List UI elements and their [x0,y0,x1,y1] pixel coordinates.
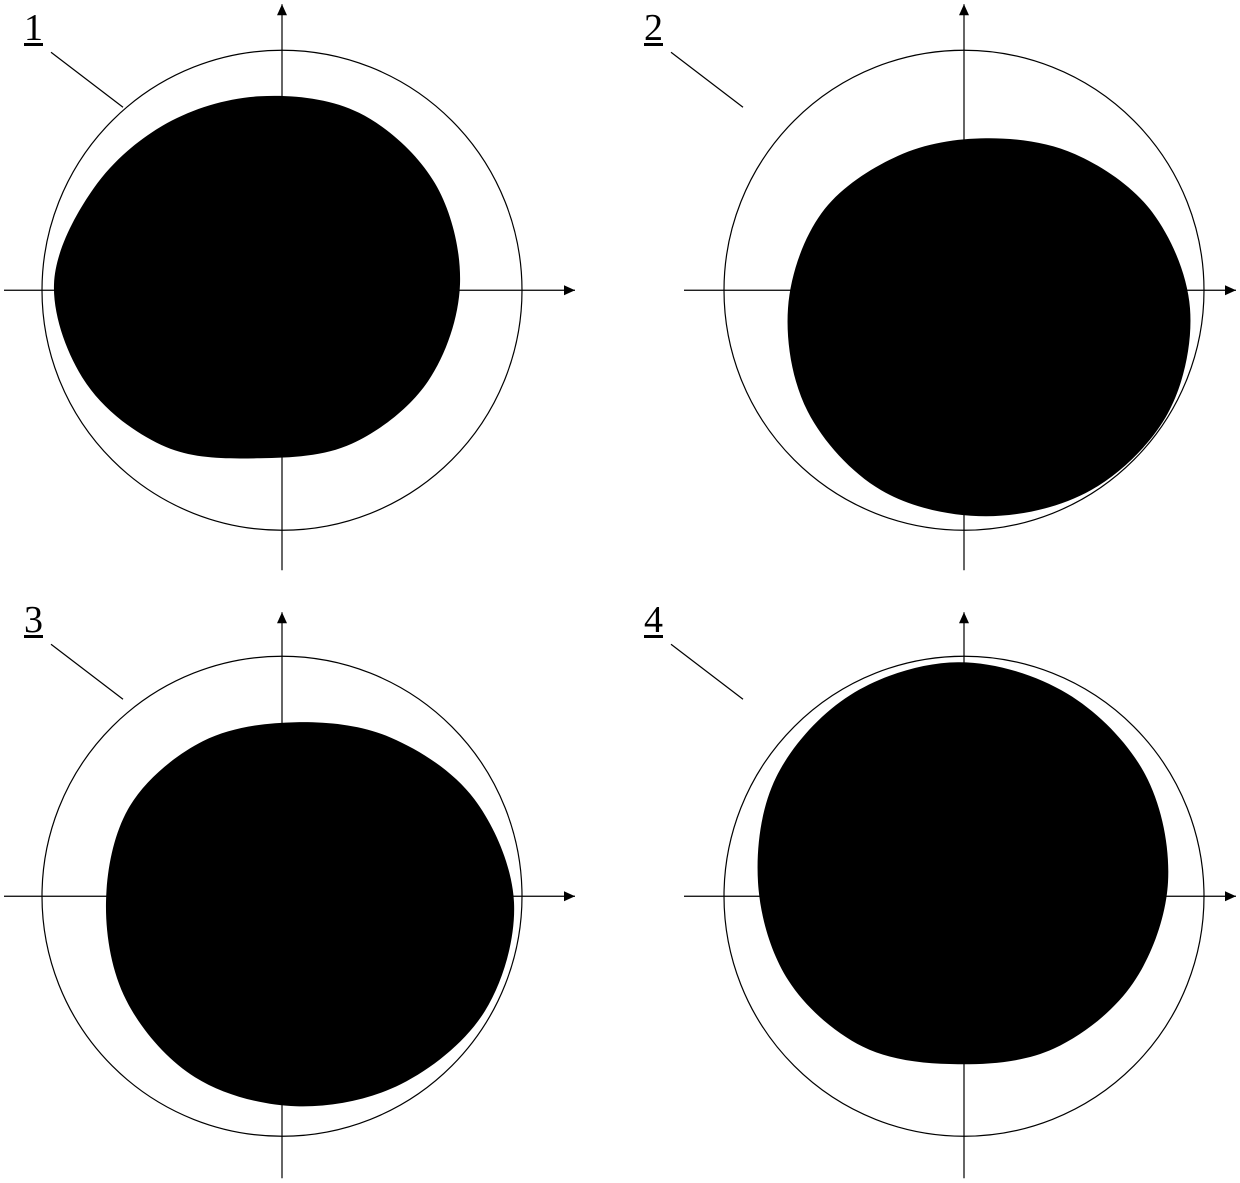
panel-1: 1 [0,0,620,592]
panel-3: 3 [0,592,620,1183]
panel-3-label: 3 [24,598,43,642]
figure-grid: 1 2 3 4 [0,0,1240,1183]
panel-1-label: 1 [24,6,43,50]
panel-4-svg [620,592,1240,1183]
panel-2-svg [620,0,1240,592]
panel-3-svg [0,592,620,1183]
panel-4: 4 [620,592,1240,1183]
panel-1-svg [0,0,620,592]
panel-2-label: 2 [644,6,663,50]
panel-2: 2 [620,0,1240,592]
panel-4-label: 4 [644,598,663,642]
